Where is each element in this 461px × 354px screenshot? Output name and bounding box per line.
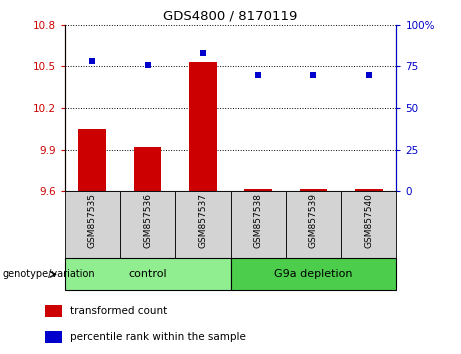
FancyBboxPatch shape (120, 191, 175, 258)
Text: GSM857540: GSM857540 (364, 193, 373, 248)
Bar (78, 129, 106, 191)
Text: G9a depletion: G9a depletion (274, 269, 353, 279)
Text: GSM857535: GSM857535 (88, 193, 97, 248)
FancyBboxPatch shape (65, 191, 120, 258)
Text: GSM857538: GSM857538 (254, 193, 263, 248)
Bar (134, 147, 161, 191)
Bar (45, 331, 62, 343)
Point (310, 72, 317, 78)
Point (89, 58, 96, 64)
Point (365, 72, 372, 78)
FancyBboxPatch shape (65, 258, 230, 290)
Text: percentile rank within the sample: percentile rank within the sample (70, 332, 246, 342)
Bar (45, 305, 62, 317)
Point (144, 62, 151, 68)
Text: GSM857539: GSM857539 (309, 193, 318, 248)
Title: GDS4800 / 8170119: GDS4800 / 8170119 (163, 9, 298, 22)
Point (254, 72, 262, 78)
Point (199, 50, 207, 56)
Text: control: control (128, 269, 167, 279)
Text: genotype/variation: genotype/variation (2, 269, 95, 279)
Text: GSM857536: GSM857536 (143, 193, 152, 248)
FancyBboxPatch shape (230, 191, 286, 258)
FancyBboxPatch shape (230, 258, 396, 290)
Text: transformed count: transformed count (70, 306, 167, 316)
Bar (355, 189, 383, 191)
FancyBboxPatch shape (341, 191, 396, 258)
Text: GSM857537: GSM857537 (198, 193, 207, 248)
FancyBboxPatch shape (286, 191, 341, 258)
Bar (189, 62, 217, 191)
Bar (300, 189, 327, 191)
Bar (244, 189, 272, 191)
FancyBboxPatch shape (175, 191, 230, 258)
